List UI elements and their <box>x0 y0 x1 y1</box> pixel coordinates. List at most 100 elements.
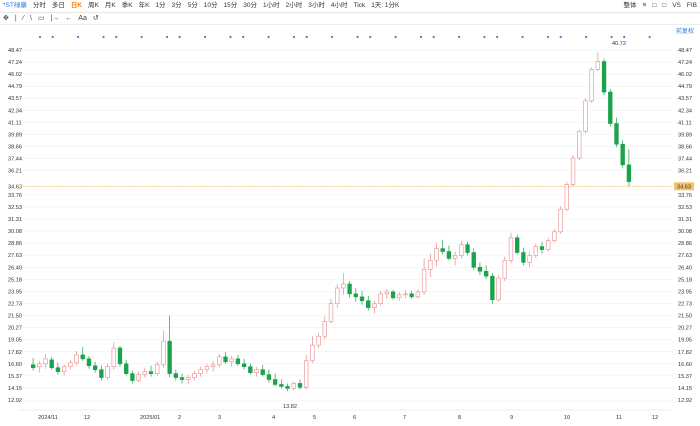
candle-body <box>248 366 253 373</box>
event-dot <box>623 35 626 39</box>
event-dot <box>51 35 54 39</box>
price-axis-label: 25.18 <box>678 277 692 283</box>
period-tab-active[interactable]: 日K <box>70 2 83 9</box>
candle-body <box>428 260 433 270</box>
period-tab[interactable]: 30分 <box>243 2 257 9</box>
candle-body <box>341 283 346 289</box>
fib-button[interactable]: FIB <box>686 2 697 9</box>
period-tab[interactable]: 季K <box>121 2 133 9</box>
period-tab[interactable]: 年K <box>138 2 150 9</box>
price-axis-label: 44.79 <box>678 84 692 90</box>
date-axis-label: 2 <box>178 415 181 421</box>
candle-body <box>620 143 625 166</box>
event-dot <box>77 35 80 39</box>
event-dot <box>102 35 105 39</box>
candle-body <box>614 123 619 145</box>
candle-body <box>198 369 203 374</box>
price-axis-label: 17.82 <box>678 350 692 356</box>
price-axis-label: 42.34 <box>678 108 692 114</box>
left-price-label: 43.57 <box>8 96 22 102</box>
candle-body <box>93 365 98 370</box>
candle-body <box>552 231 557 242</box>
candle-body <box>384 291 390 295</box>
candle-body <box>434 248 439 261</box>
event-dot <box>229 35 232 39</box>
left-price-label: 20.27 <box>8 326 22 332</box>
high-annotation: 40.72 <box>612 41 626 47</box>
left-price-label: 48.47 <box>8 48 22 54</box>
period-tab[interactable]: 10分 <box>203 2 218 9</box>
event-dot <box>140 35 143 39</box>
date-axis-label: 5 <box>313 415 316 421</box>
period-tab[interactable]: 2小时 <box>285 2 303 9</box>
period-tab[interactable]: 1分 <box>155 2 166 9</box>
candle-body <box>68 362 73 368</box>
candle-body <box>608 91 613 124</box>
candle-body <box>415 291 421 298</box>
candle-body <box>285 386 290 389</box>
period-tab[interactable]: 周K <box>88 2 99 9</box>
move-tool-icon[interactable]: ✥ <box>3 15 9 22</box>
candle-body <box>359 296 365 302</box>
date-axis-label: 2025/01 <box>140 415 160 421</box>
candle-body <box>279 384 284 387</box>
text-tool-icon[interactable]: Aa <box>78 15 87 22</box>
event-dot <box>585 35 588 39</box>
candle-body <box>558 208 563 233</box>
event-dot <box>115 35 118 39</box>
period-tab[interactable]: 1小时 <box>263 2 280 9</box>
left-price-label: 15.37 <box>8 374 22 380</box>
arrow-tool-icon[interactable]: ← <box>65 15 73 22</box>
period-tab[interactable]: 3小时 <box>308 2 325 9</box>
candle-body <box>564 184 569 210</box>
candle-body <box>43 358 48 365</box>
window-icon[interactable]: □ <box>652 2 657 9</box>
rectangle-tool-icon[interactable]: ▭ <box>37 15 45 22</box>
date-axis-label: 12 <box>652 415 658 421</box>
candle-body <box>502 260 507 279</box>
menu-icon[interactable]: ≡ <box>642 2 647 9</box>
ray-tool-icon[interactable]: \ <box>29 15 32 22</box>
candle-body <box>521 252 526 263</box>
measure-tool-icon[interactable]: |→ <box>50 15 60 22</box>
left-price-label: 21.50 <box>8 314 22 320</box>
date-axis-label: 9 <box>510 415 513 421</box>
candle-body <box>397 294 402 299</box>
period-tab[interactable]: 3分 <box>171 2 182 9</box>
period-tab[interactable]: 4小时 <box>330 2 348 9</box>
period-tab[interactable]: 5分 <box>187 2 198 9</box>
current-price-badge <box>674 182 694 191</box>
compare-button[interactable]: VS <box>672 2 681 9</box>
price-axis-label: 22.73 <box>678 301 692 307</box>
price-axis-label: 39.89 <box>678 132 692 138</box>
candle-body <box>483 270 489 277</box>
price-axis-label: 47.24 <box>678 60 692 66</box>
event-dot <box>292 35 296 39</box>
vertical-line-tool-icon[interactable]: | <box>14 15 17 22</box>
period-tab[interactable]: 分时 <box>32 2 46 9</box>
period-tab[interactable]: 15分 <box>223 2 238 9</box>
candle-body <box>353 293 358 298</box>
candle-body <box>204 366 210 370</box>
left-price-label: 26.40 <box>8 265 22 271</box>
left-price-label: 19.05 <box>8 338 22 344</box>
low-annotation: 13.82 <box>283 404 297 410</box>
trend-line-tool-icon[interactable]: ⁄ <box>22 15 24 22</box>
period-tab[interactable]: Tick <box>353 2 366 9</box>
window-icon[interactable]: □ <box>662 2 667 9</box>
display-menu[interactable]: 整体 <box>623 2 637 9</box>
symbol-label[interactable]: *ST绿康 <box>3 2 27 9</box>
undo-icon[interactable]: ↺ <box>92 15 99 22</box>
period-tab[interactable]: 多日 <box>51 2 65 9</box>
candle-body <box>130 373 135 381</box>
restore-rights-label[interactable]: 前复权 <box>675 29 694 35</box>
left-price-label: 12.92 <box>8 398 22 404</box>
candle-body <box>465 244 470 253</box>
price-axis-label: 20.27 <box>678 326 692 332</box>
event-dot <box>496 35 499 39</box>
period-tab[interactable]: 1天: 1分K <box>371 2 400 9</box>
period-tab[interactable]: 月K <box>104 2 116 9</box>
candle-body <box>161 340 166 366</box>
candle-body <box>328 303 334 322</box>
